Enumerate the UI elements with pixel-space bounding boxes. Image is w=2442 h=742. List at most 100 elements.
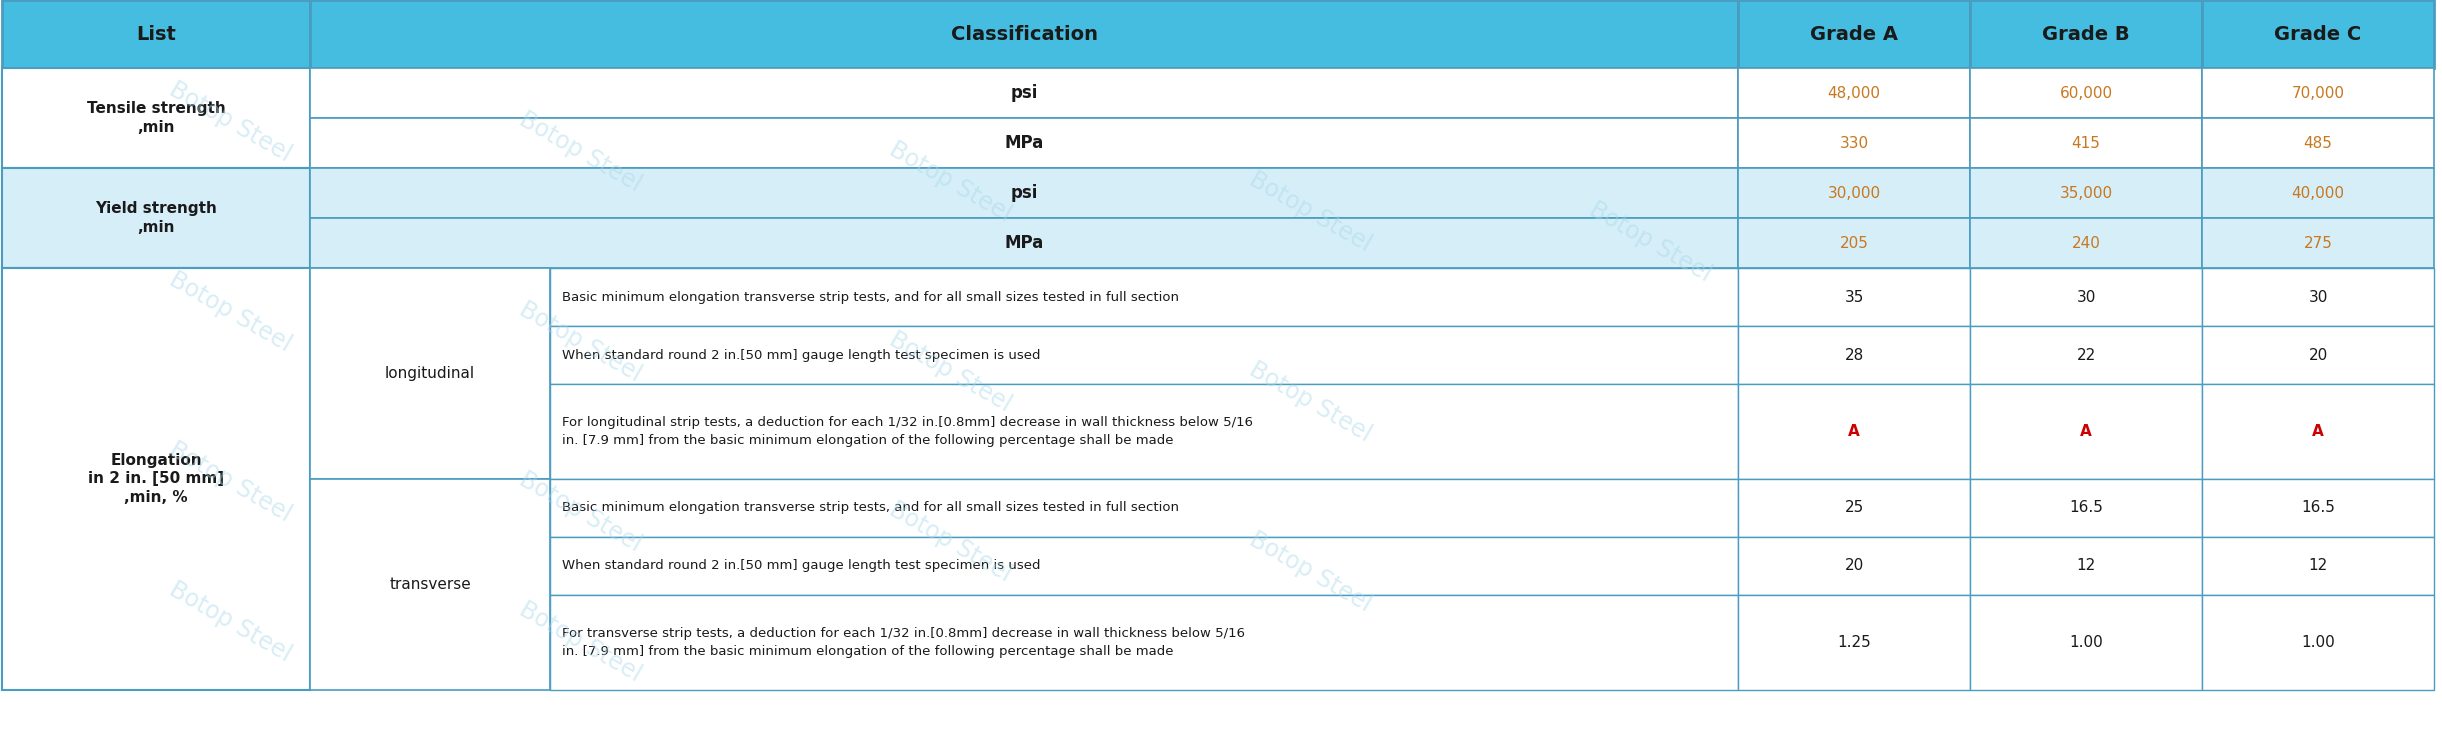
Text: Botop Steel: Botop Steel: [164, 77, 295, 167]
Bar: [310, 118, 1739, 168]
Bar: [1739, 118, 1971, 168]
Bar: [1739, 595, 1971, 690]
Text: Yield strength
,min: Yield strength ,min: [95, 201, 217, 234]
Bar: [2203, 218, 2435, 268]
Text: 16.5: 16.5: [2068, 501, 2103, 516]
Bar: [2203, 0, 2435, 68]
Text: 30,000: 30,000: [1827, 186, 1880, 200]
Bar: [1739, 68, 1971, 118]
Text: longitudinal: longitudinal: [386, 366, 476, 381]
Text: Botop Steel: Botop Steel: [515, 108, 645, 197]
Text: 1.00: 1.00: [2068, 635, 2103, 650]
Text: 1.00: 1.00: [2300, 635, 2335, 650]
Bar: [2203, 118, 2435, 168]
Text: 30: 30: [2308, 289, 2327, 304]
Bar: [2203, 384, 2435, 479]
Bar: [1971, 68, 2203, 118]
Text: Botop Steel: Botop Steel: [164, 577, 295, 666]
Text: 12: 12: [2076, 559, 2095, 574]
Text: psi: psi: [1011, 84, 1038, 102]
Text: For transverse strip tests, a deduction for each 1/32 in.[0.8mm] decrease in wal: For transverse strip tests, a deduction …: [562, 627, 1245, 657]
Bar: [1739, 479, 1971, 537]
Bar: [1739, 326, 1971, 384]
Text: Basic minimum elongation transverse strip tests, and for all small sizes tested : Basic minimum elongation transverse stri…: [562, 502, 1179, 514]
Text: Botop Steel: Botop Steel: [1245, 528, 1375, 617]
Bar: [2203, 595, 2435, 690]
Bar: [549, 479, 1739, 537]
Bar: [1971, 537, 2203, 595]
Text: Grade A: Grade A: [1810, 24, 1897, 44]
Bar: [2203, 68, 2435, 118]
Bar: [2203, 168, 2435, 218]
Text: List: List: [137, 24, 176, 44]
Text: Classification: Classification: [950, 24, 1096, 44]
Bar: [2, 168, 310, 268]
Text: Botop Steel: Botop Steel: [1245, 168, 1375, 257]
Text: Botop Steel: Botop Steel: [164, 437, 295, 527]
Text: 25: 25: [1844, 501, 1863, 516]
Text: 60,000: 60,000: [2059, 85, 2112, 100]
Bar: [1739, 384, 1971, 479]
Text: MPa: MPa: [1004, 234, 1043, 252]
Bar: [549, 384, 1739, 479]
Bar: [310, 218, 1739, 268]
Text: 330: 330: [1839, 136, 1868, 151]
Bar: [310, 268, 549, 479]
Bar: [2, 268, 310, 690]
Bar: [1971, 118, 2203, 168]
Bar: [2203, 479, 2435, 537]
Text: Botop Steel: Botop Steel: [1585, 197, 1714, 286]
Bar: [310, 479, 549, 690]
Text: For longitudinal strip tests, a deduction for each 1/32 in.[0.8mm] decrease in w: For longitudinal strip tests, a deductio…: [562, 416, 1253, 447]
Text: 40,000: 40,000: [2291, 186, 2344, 200]
Bar: [1971, 168, 2203, 218]
Text: When standard round 2 in.[50 mm] gauge length test specimen is used: When standard round 2 in.[50 mm] gauge l…: [562, 349, 1040, 361]
Bar: [2, 0, 310, 68]
Text: 22: 22: [2076, 347, 2095, 363]
Text: 485: 485: [2303, 136, 2332, 151]
Bar: [549, 326, 1739, 384]
Text: 240: 240: [2071, 235, 2100, 251]
Text: Botop Steel: Botop Steel: [515, 298, 645, 387]
Text: Tensile strength
,min: Tensile strength ,min: [85, 101, 225, 135]
Bar: [1739, 168, 1971, 218]
Text: 1.25: 1.25: [1836, 635, 1871, 650]
Bar: [310, 168, 1739, 218]
Text: 205: 205: [1839, 235, 1868, 251]
Bar: [1739, 218, 1971, 268]
Text: Botop Steel: Botop Steel: [1245, 358, 1375, 447]
Text: 20: 20: [1844, 559, 1863, 574]
Bar: [1971, 384, 2203, 479]
Text: A: A: [2313, 424, 2325, 439]
Text: 275: 275: [2303, 235, 2332, 251]
Bar: [1971, 218, 2203, 268]
Bar: [1971, 326, 2203, 384]
Bar: [549, 537, 1739, 595]
Text: 48,000: 48,000: [1827, 85, 1880, 100]
Bar: [1971, 595, 2203, 690]
Text: Basic minimum elongation transverse strip tests, and for all small sizes tested : Basic minimum elongation transverse stri…: [562, 291, 1179, 303]
Text: When standard round 2 in.[50 mm] gauge length test specimen is used: When standard round 2 in.[50 mm] gauge l…: [562, 559, 1040, 573]
Text: Botop Steel: Botop Steel: [884, 497, 1016, 587]
Bar: [1739, 0, 1971, 68]
Text: Botop Steel: Botop Steel: [884, 327, 1016, 416]
Text: Botop Steel: Botop Steel: [884, 137, 1016, 226]
Bar: [2203, 326, 2435, 384]
Text: 20: 20: [2308, 347, 2327, 363]
Text: 30: 30: [2076, 289, 2095, 304]
Text: 12: 12: [2308, 559, 2327, 574]
Text: Grade C: Grade C: [2274, 24, 2361, 44]
Text: Botop Steel: Botop Steel: [164, 267, 295, 357]
Text: Botop Steel: Botop Steel: [515, 467, 645, 556]
Text: 28: 28: [1844, 347, 1863, 363]
Bar: [2203, 537, 2435, 595]
Bar: [310, 68, 1739, 118]
Bar: [310, 0, 1739, 68]
Text: 16.5: 16.5: [2300, 501, 2335, 516]
Bar: [2, 68, 310, 168]
Text: A: A: [1849, 424, 1861, 439]
Text: Botop Steel: Botop Steel: [515, 597, 645, 686]
Text: 70,000: 70,000: [2291, 85, 2344, 100]
Text: Grade B: Grade B: [2042, 24, 2129, 44]
Bar: [1971, 479, 2203, 537]
